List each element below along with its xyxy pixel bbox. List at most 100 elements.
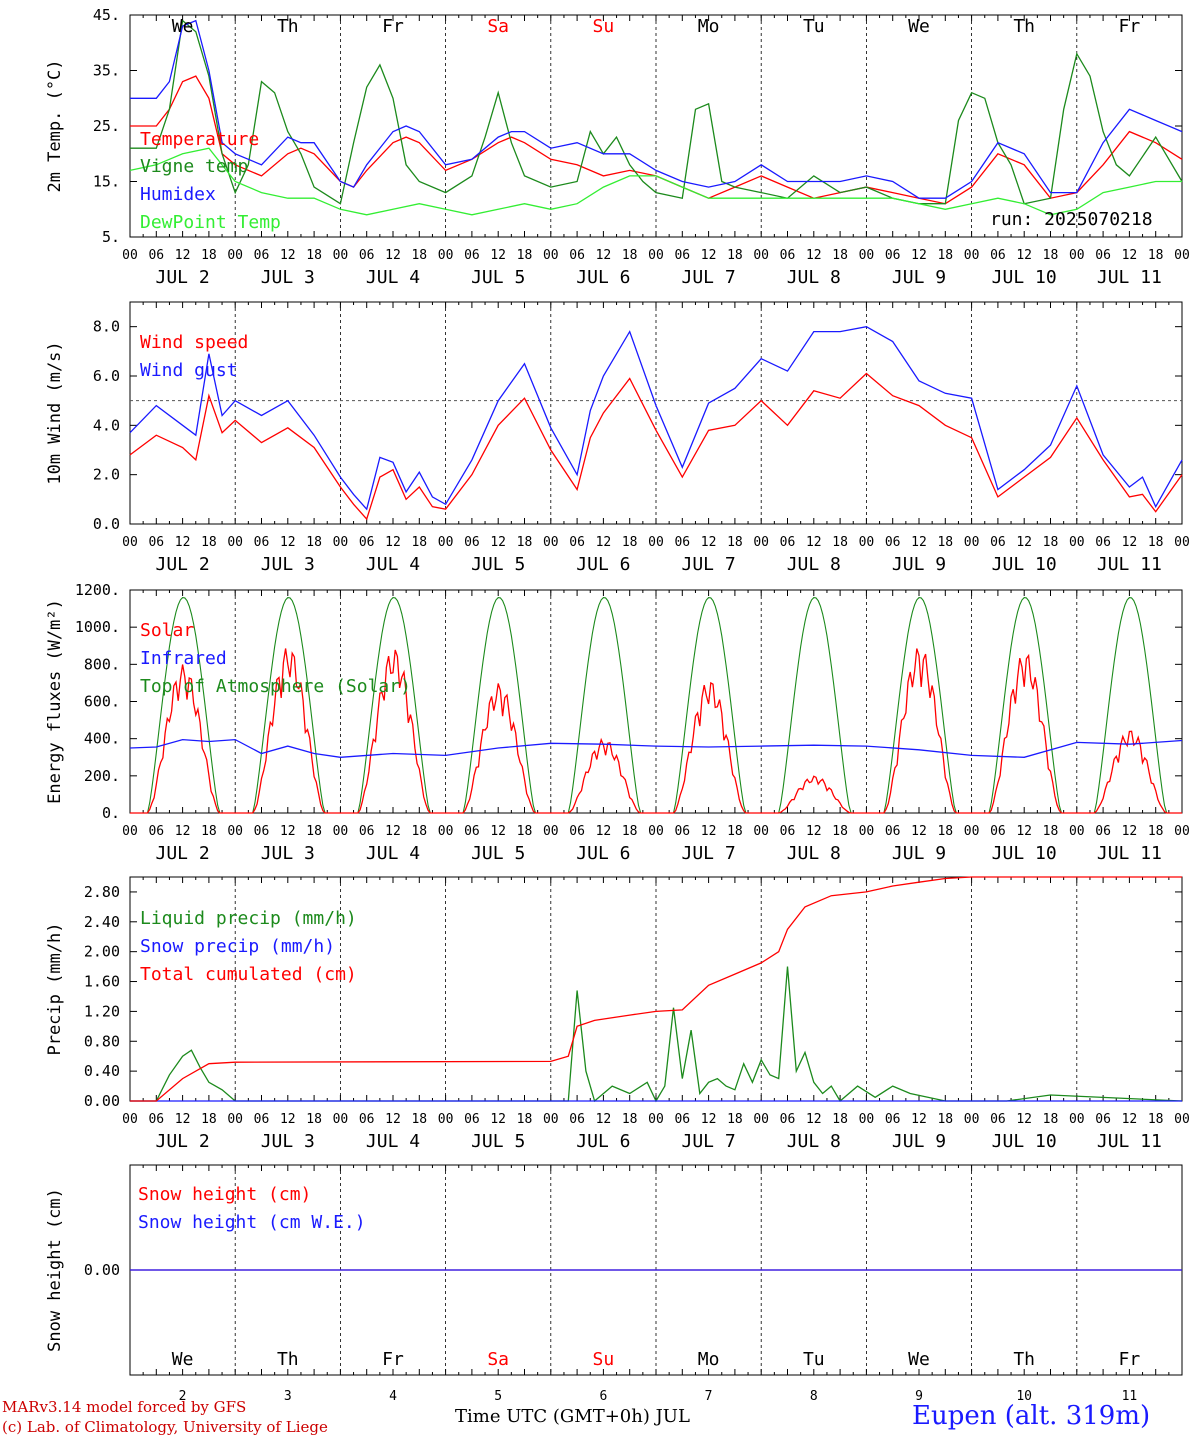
hour-label: 00 xyxy=(964,248,980,263)
hour-label: 06 xyxy=(990,1112,1006,1127)
hour-label: 12 xyxy=(596,248,612,263)
hour-label: 12 xyxy=(701,1112,717,1127)
y-tick-label: 2.0 xyxy=(93,466,120,484)
day-number-label: 6 xyxy=(599,1389,607,1404)
hour-label: 12 xyxy=(1122,1112,1138,1127)
hour-label: 06 xyxy=(254,824,270,839)
hour-label: 12 xyxy=(1122,248,1138,263)
hour-label: 06 xyxy=(674,535,690,550)
hour-label: 06 xyxy=(359,535,375,550)
hour-label: 18 xyxy=(411,1112,427,1127)
date-label: JUL 8 xyxy=(787,1131,841,1152)
hour-label: 00 xyxy=(122,248,138,263)
hour-label: 18 xyxy=(517,824,533,839)
day-number-label: 10 xyxy=(1016,1389,1032,1404)
hour-label: 06 xyxy=(569,824,585,839)
weekday-label: Mo xyxy=(698,1349,720,1370)
hour-label: 18 xyxy=(937,1112,953,1127)
hour-label: 06 xyxy=(1095,824,1111,839)
hour-label: 00 xyxy=(1069,824,1085,839)
day-number-label: 7 xyxy=(705,1389,713,1404)
hour-label: 00 xyxy=(648,248,664,263)
series-wind-gust xyxy=(129,326,1183,511)
hour-label: 12 xyxy=(596,535,612,550)
hour-label: 12 xyxy=(806,248,822,263)
day-number-label: 8 xyxy=(810,1389,818,1404)
series-humidex xyxy=(130,19,1183,199)
day-number-label: 3 xyxy=(284,1389,292,1404)
hour-label: 06 xyxy=(148,535,164,550)
y-tick-label: 25. xyxy=(93,117,120,135)
hour-label: 06 xyxy=(885,1112,901,1127)
hour-label: 00 xyxy=(964,1112,980,1127)
hour-label: 12 xyxy=(806,824,822,839)
hour-label: 06 xyxy=(780,824,796,839)
hour-label: 12 xyxy=(490,248,506,263)
panel-energy: 0. 200. 400. 600. 800. 1000. 1200. Energy fluxe… xyxy=(45,581,1190,864)
date-label: JUL 9 xyxy=(892,1131,946,1152)
y-axis-title: 10m Wind (m/s) xyxy=(45,341,65,484)
weekday-label: Fr xyxy=(382,16,404,37)
date-label: JUL 6 xyxy=(576,267,630,288)
weekday-label: We xyxy=(908,1349,930,1370)
hour-label: 12 xyxy=(385,824,401,839)
hour-label: 18 xyxy=(1148,824,1164,839)
date-label: JUL 7 xyxy=(682,267,736,288)
hour-label: 00 xyxy=(122,535,138,550)
weekday-label: Fr xyxy=(382,1349,404,1370)
hour-label: 00 xyxy=(1069,535,1085,550)
hour-label: 06 xyxy=(569,535,585,550)
date-label: JUL 7 xyxy=(682,554,736,575)
hour-label: 18 xyxy=(622,1112,638,1127)
weekday-label: Fr xyxy=(1119,1349,1141,1370)
hour-label: 12 xyxy=(175,1112,191,1127)
hour-label: 06 xyxy=(990,535,1006,550)
hour-label: 00 xyxy=(1069,248,1085,263)
series-wind-speed xyxy=(129,372,1183,521)
hour-label: 06 xyxy=(464,824,480,839)
legend-entry: Wind speed xyxy=(140,332,248,353)
y-tick-label: 45. xyxy=(93,6,120,24)
y-tick-label: 1.60 xyxy=(84,973,120,991)
day-number-label: 5 xyxy=(494,1389,502,1404)
date-label: JUL 10 xyxy=(992,843,1057,864)
hour-label: 12 xyxy=(1016,248,1032,263)
y-axis-title: Snow height (cm) xyxy=(45,1188,65,1352)
hour-label: 00 xyxy=(543,824,559,839)
hour-label: 12 xyxy=(490,824,506,839)
hour-label: 06 xyxy=(1095,248,1111,263)
hour-label: 12 xyxy=(175,824,191,839)
hour-label: 18 xyxy=(517,535,533,550)
series-vigne-temp xyxy=(130,19,1183,205)
date-label: JUL 2 xyxy=(156,554,210,575)
y-axis-title: 2m Temp. (°C) xyxy=(45,59,65,192)
hour-label: 00 xyxy=(1174,824,1190,839)
hour-label: 12 xyxy=(806,1112,822,1127)
date-label: JUL 11 xyxy=(1097,554,1162,575)
hour-label: 18 xyxy=(622,824,638,839)
weekday-label: Th xyxy=(1013,16,1035,37)
date-label: JUL 5 xyxy=(471,554,525,575)
hour-label: 18 xyxy=(1043,535,1059,550)
date-label: JUL 8 xyxy=(787,267,841,288)
y-tick-label: 800. xyxy=(84,655,120,673)
hour-label: 12 xyxy=(1122,824,1138,839)
y-tick-label: 0.40 xyxy=(84,1062,120,1080)
hour-label: 06 xyxy=(674,824,690,839)
y-tick-label: 6.0 xyxy=(93,367,120,385)
hour-label: 12 xyxy=(490,535,506,550)
run-label: run: 2025070218 xyxy=(990,209,1153,230)
series-total-cumulated-cm- xyxy=(130,876,1182,1102)
hour-label: 12 xyxy=(280,824,296,839)
hour-label: 18 xyxy=(411,535,427,550)
hour-label: 12 xyxy=(175,535,191,550)
legend-entry: Snow precip (mm/h) xyxy=(140,936,335,957)
station-name: Eupen (alt. 319m) xyxy=(912,1401,1151,1431)
date-label: JUL 4 xyxy=(366,267,420,288)
legend-entry: Total cumulated (cm) xyxy=(140,964,357,985)
y-tick-label: 15. xyxy=(93,173,120,191)
hour-label: 18 xyxy=(832,248,848,263)
weekday-label: Su xyxy=(593,1349,615,1370)
hour-label: 06 xyxy=(464,1112,480,1127)
weekday-label: Tu xyxy=(803,1349,825,1370)
